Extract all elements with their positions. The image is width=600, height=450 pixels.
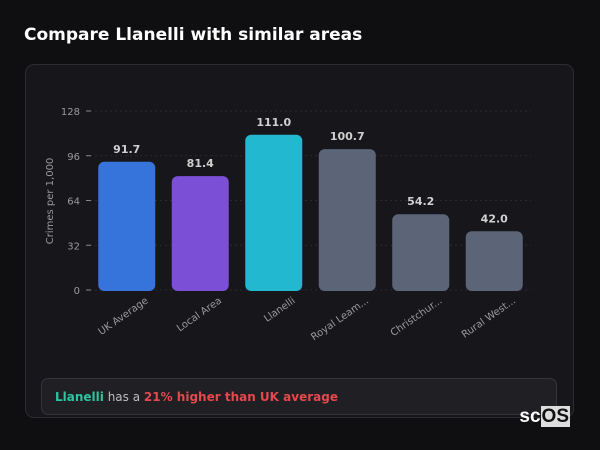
y-tick-label: 128	[61, 107, 80, 118]
y-axis-label: Crimes per 1,000	[45, 158, 56, 245]
x-tick-label: Llanelli	[262, 295, 297, 324]
data-label: 42.0	[481, 212, 508, 225]
insight-text: has a	[103, 390, 144, 404]
insight-banner: Llanelli has a 21% higher than UK averag…	[41, 378, 557, 415]
data-label: 81.4	[187, 157, 214, 170]
y-tick-label: 0	[74, 286, 80, 297]
x-tick-label: Local Area	[175, 295, 224, 334]
bar	[245, 134, 303, 291]
y-tick-label: 64	[67, 197, 80, 208]
x-tick-label: Royal Leam...	[309, 295, 371, 343]
bar	[465, 231, 523, 291]
data-label: 100.7	[330, 130, 365, 143]
bar	[98, 161, 156, 291]
bar	[171, 176, 229, 291]
data-label: 111.0	[256, 116, 291, 129]
bar	[318, 149, 376, 291]
page-title: Compare Llanelli with similar areas	[24, 25, 363, 45]
x-tick-label: Christchur...	[389, 295, 445, 339]
data-label: 54.2	[407, 195, 434, 208]
x-tick-label: UK Average	[97, 295, 151, 337]
insight-comparison: 21% higher than UK average	[143, 390, 338, 404]
logo: scOS	[519, 406, 570, 427]
x-tick-label: Rural West...	[460, 295, 518, 340]
y-tick-label: 32	[67, 241, 80, 252]
insight-area: Llanelli	[55, 390, 104, 404]
bar	[392, 214, 450, 291]
y-tick-label: 96	[67, 152, 80, 163]
data-label: 91.7	[113, 143, 140, 156]
